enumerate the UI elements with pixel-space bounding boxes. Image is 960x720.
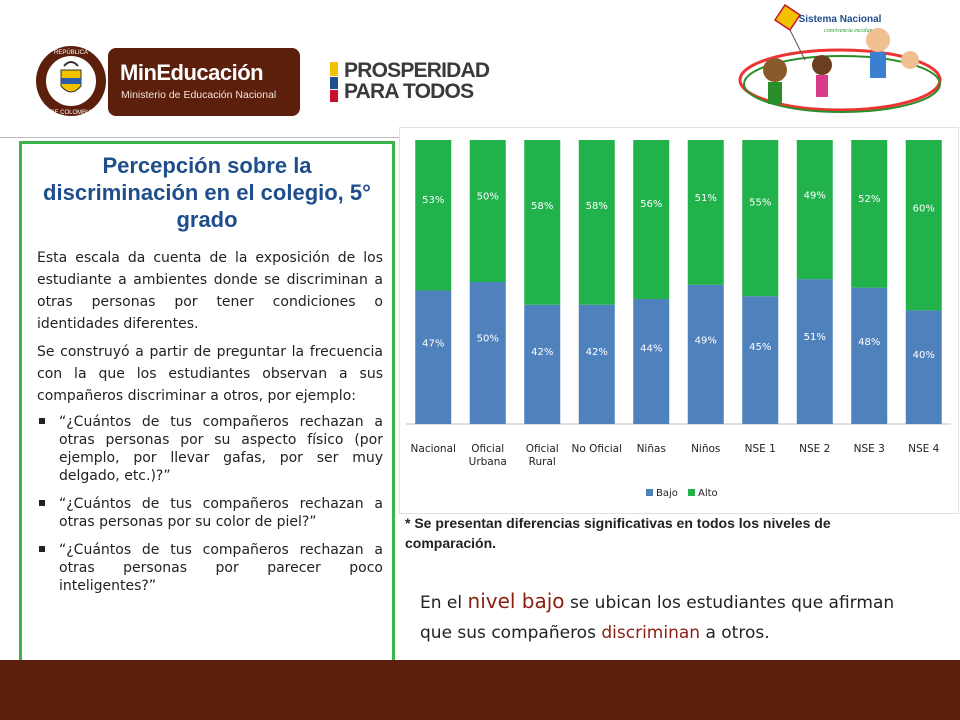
bar-bajo	[796, 279, 833, 424]
category-label: NSE 3	[854, 443, 885, 455]
question-text: “¿Cuántos de tus compañeros rechazan a o…	[59, 414, 383, 484]
bar-bajo	[905, 310, 942, 424]
bullet-icon	[39, 500, 45, 506]
bar-bajo	[469, 282, 506, 424]
category-label: Oficial	[526, 443, 559, 455]
question-list: “¿Cuántos de tus compañeros rechazan a o…	[37, 413, 383, 595]
bar-alto	[905, 140, 942, 311]
bar-alto	[415, 140, 452, 291]
list-item: “¿Cuántos de tus compañeros rechazan a o…	[37, 541, 383, 595]
seal-text-bottom: DE COLOMBIA	[50, 110, 92, 116]
bullet-icon	[39, 546, 45, 552]
category-label: Niñas	[637, 443, 666, 455]
question-text: “¿Cuántos de tus compañeros rechazan a o…	[59, 496, 383, 530]
category-label: NSE 2	[799, 443, 830, 455]
flag-bars-icon	[330, 62, 338, 102]
header-divider	[0, 137, 400, 138]
level-note-mid: se ubican los estudiantes que afirman qu…	[420, 593, 895, 643]
data-label: 47%	[422, 339, 444, 350]
bullet-icon	[39, 418, 45, 424]
data-label: 53%	[422, 195, 444, 206]
data-label: 51%	[695, 193, 717, 204]
data-label: 49%	[804, 190, 826, 201]
bar-alto	[687, 140, 724, 285]
data-label: 58%	[586, 201, 608, 212]
chart-canvas: 47%53%Nacional50%50%OficialUrbana42%58%O…	[406, 140, 951, 499]
data-label: 45%	[749, 342, 771, 353]
prosperidad-logo: PROSPERIDAD PARA TODOS	[330, 60, 500, 105]
bar-bajo	[633, 299, 670, 424]
mineducacion-subtitle: Ministerio de Educación Nacional	[121, 89, 277, 101]
legend-swatch	[688, 489, 695, 496]
bar-bajo	[524, 304, 561, 424]
data-label: 55%	[749, 198, 771, 209]
paragraph-description: Esta escala da cuenta de la exposición d…	[37, 250, 383, 332]
bar-bajo	[851, 287, 888, 424]
data-label: 48%	[858, 337, 880, 348]
category-label: NSE 1	[745, 443, 776, 455]
category-label: Nacional	[411, 443, 456, 455]
panel-title: Percepción sobre la discriminación en el…	[43, 153, 371, 232]
category-label: Oficial	[471, 443, 504, 455]
level-note: En el nivel bajo se ubican los estudiant…	[420, 586, 920, 648]
category-label: Niños	[691, 443, 720, 455]
colombia-seal-logo: REPÚBLICA DE COLOMBIA	[36, 46, 106, 116]
bar-alto	[524, 140, 561, 305]
data-label: 58%	[531, 201, 553, 212]
seal-text-top: REPÚBLICA	[54, 49, 88, 56]
bar-bajo	[415, 290, 452, 424]
question-text: “¿Cuántos de tus compañeros rechazan a o…	[59, 542, 383, 594]
prosperidad-line1: PROSPERIDAD	[344, 59, 490, 82]
data-label: 50%	[477, 192, 499, 203]
bar-alto	[469, 140, 506, 282]
level-note-highlight2: discriminan	[601, 623, 701, 643]
level-note-highlight: nivel bajo	[467, 589, 565, 613]
footer-bar	[0, 660, 960, 720]
sistema-title: Sistema Nacional	[799, 14, 882, 25]
category-label: No Oficial	[571, 443, 622, 455]
data-label: 40%	[913, 350, 935, 361]
bar-bajo	[687, 284, 724, 424]
header: REPÚBLICA DE COLOMBIA MinEducación Minis…	[0, 0, 960, 135]
level-note-prefix: En el	[420, 593, 468, 613]
level-note-suffix: a otros.	[700, 623, 770, 643]
data-label: 60%	[913, 204, 935, 215]
paragraph-method: Se construyó a partir de preguntar la fr…	[37, 344, 383, 404]
legend-label: Alto	[698, 488, 718, 499]
sistema-subtitle: convivencia escolar	[824, 28, 872, 34]
data-label: 44%	[640, 344, 662, 355]
significance-note: * Se presentan diferencias significativa…	[405, 515, 831, 551]
stacked-bar-chart: 47% 53% Nacional 50% 50% Oficial Urbana 42% 58% O…	[399, 127, 959, 514]
data-label: 51%	[804, 332, 826, 343]
list-item: “¿Cuántos de tus compañeros rechazan a o…	[37, 495, 383, 531]
legend-label: Bajo	[656, 488, 678, 499]
mineducacion-logo: MinEducación Ministerio de Educación Nac…	[108, 48, 300, 116]
data-label: 52%	[858, 194, 880, 205]
category-label: Rural	[529, 456, 556, 468]
bar-alto	[851, 140, 888, 288]
description-panel: Percepción sobre la discriminación en el…	[19, 141, 395, 669]
bar-alto	[796, 140, 833, 280]
sistema-nacional-logo: Sistema Nacional convivencia escolar	[738, 3, 942, 113]
bar-alto	[742, 140, 779, 297]
panel-body: Esta escala da cuenta de la exposición d…	[37, 247, 383, 605]
bar-alto	[578, 140, 615, 305]
list-item: “¿Cuántos de tus compañeros rechazan a o…	[37, 413, 383, 485]
data-label: 56%	[640, 199, 662, 210]
category-label: Urbana	[469, 456, 507, 468]
data-label: 50%	[477, 334, 499, 345]
bar-bajo	[578, 304, 615, 424]
data-label: 42%	[586, 347, 608, 358]
category-label: NSE 4	[908, 443, 939, 455]
data-label: 49%	[695, 335, 717, 346]
bar-bajo	[742, 296, 779, 424]
legend-swatch	[646, 489, 653, 496]
data-label: 42%	[531, 347, 553, 358]
mineducacion-title: MinEducación	[120, 60, 264, 85]
bar-alto	[633, 140, 670, 300]
prosperidad-line2: PARA TODOS	[344, 80, 474, 103]
